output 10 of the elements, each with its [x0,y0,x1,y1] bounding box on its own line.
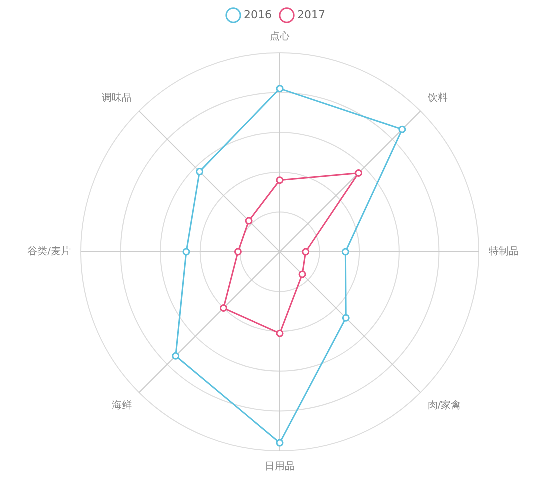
spoke-label: 海鲜 [112,399,132,412]
legend-label: 2016 [244,8,272,22]
spoke-label: 谷类/麦片 [28,246,71,258]
legend-label: 2017 [298,8,326,22]
spoke-label: 饮料 [426,92,448,104]
spoke-label: 特制品 [489,246,519,258]
spoke-label: 日用品 [265,462,295,473]
spoke-label: 调味品 [102,92,132,104]
spoke-label: 肉/家禽 [428,399,462,412]
spoke-label: 点心 [270,30,290,43]
